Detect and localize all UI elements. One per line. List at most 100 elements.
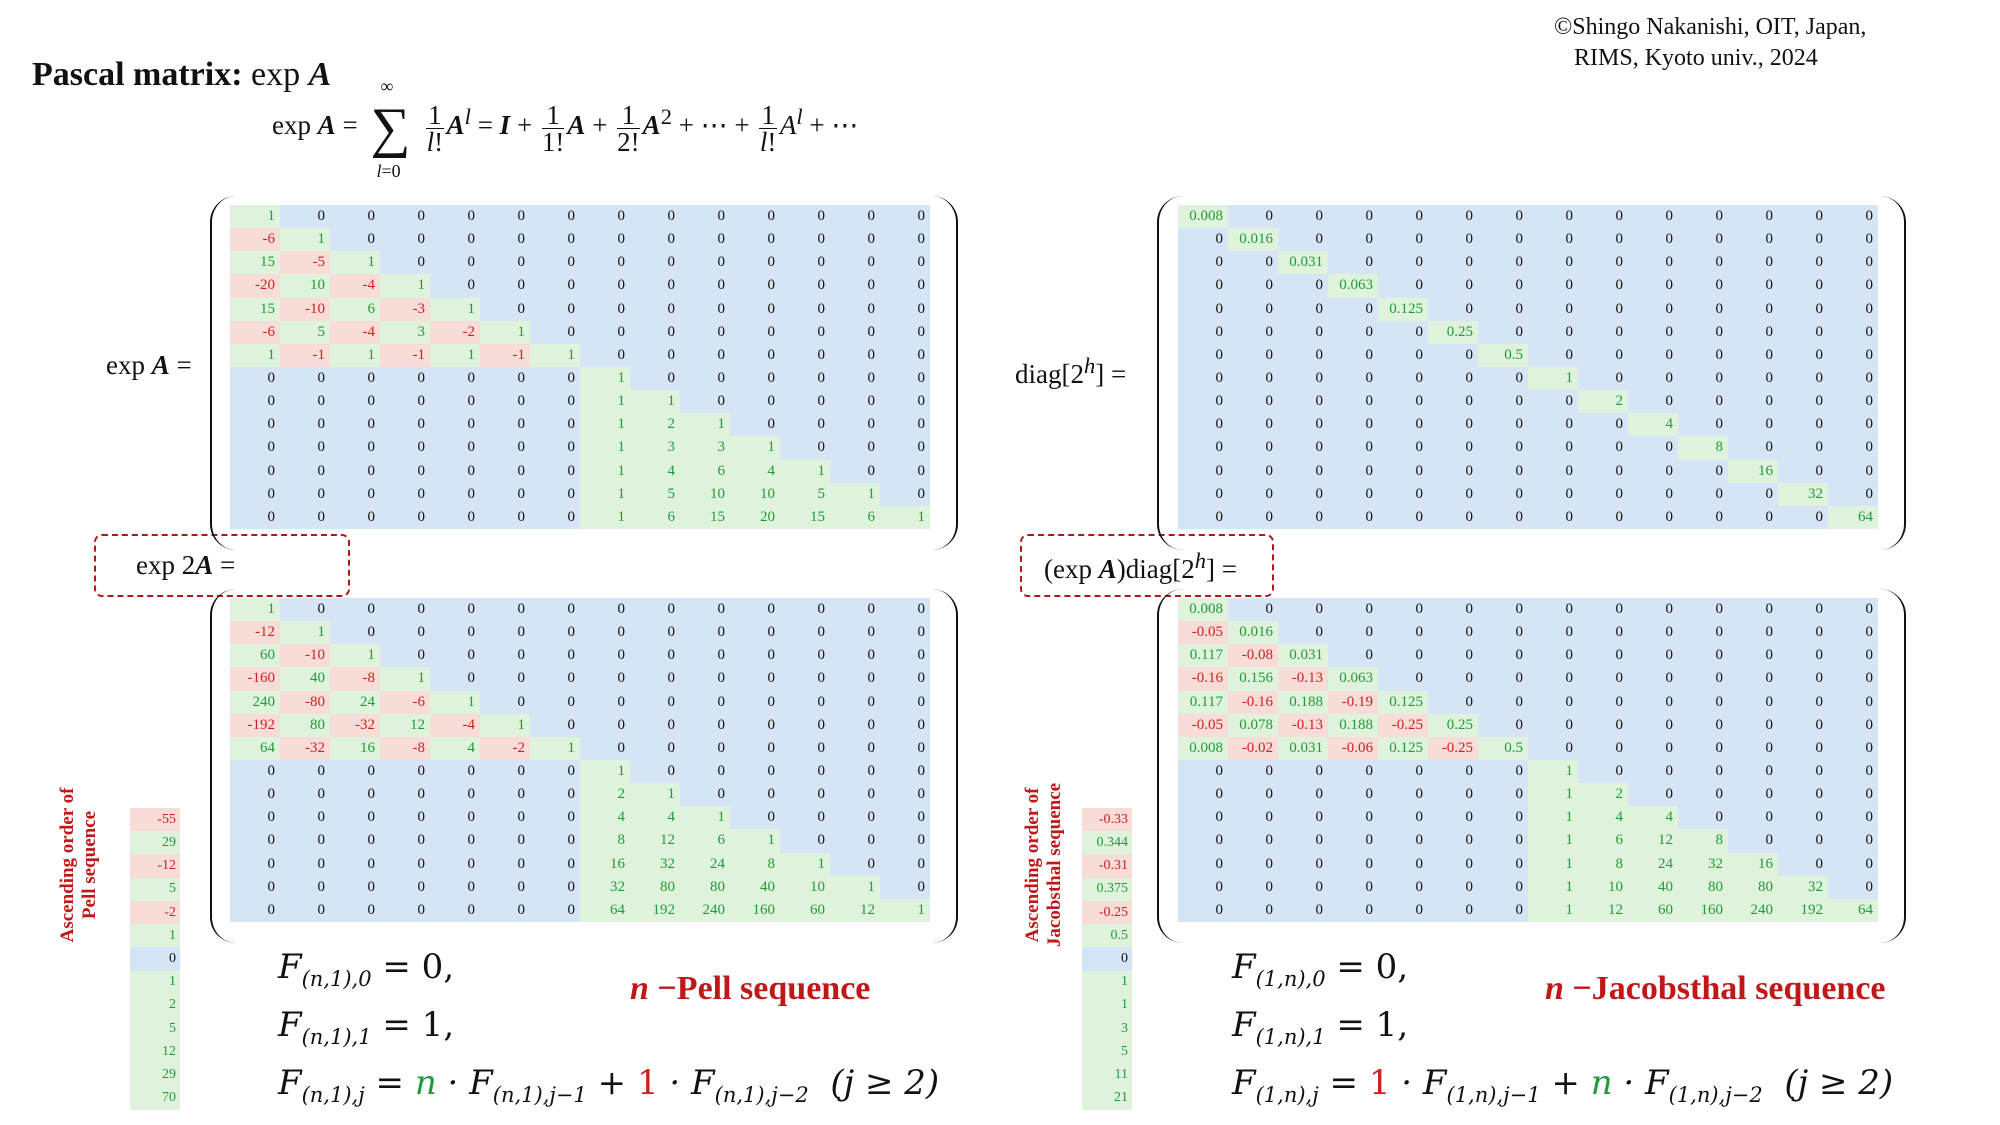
matrix-cell: 0 (730, 320, 780, 344)
matrix-cell: 0 (1378, 598, 1428, 622)
sequence-value: -2 (130, 900, 180, 925)
matrix-cell: 0 (1478, 713, 1528, 737)
matrix-cell: 0 (630, 644, 680, 668)
matrix-cell: 0 (530, 644, 580, 668)
matrix-cell: 0 (830, 228, 880, 252)
matrix-cell: 0 (1178, 274, 1228, 298)
matrix-cell: 0 (880, 598, 930, 622)
matrix-cell: 1 (530, 736, 580, 760)
matrix-cell: 0 (380, 205, 430, 229)
sequence-value: 1 (1082, 993, 1132, 1018)
matrix-cell: 0 (1428, 505, 1478, 529)
matrix-cell: 0 (530, 598, 580, 622)
matrix-cell: 0 (480, 251, 530, 275)
title-rest: exp (251, 56, 301, 93)
matrix-cell: 0 (1278, 759, 1328, 784)
matrix-cell: 0 (380, 852, 430, 876)
matrix-cell: 0 (1478, 783, 1528, 807)
matrix-cell: 0 (880, 713, 930, 737)
matrix-cell: 4 (430, 736, 480, 760)
matrix-cell: 0 (1728, 713, 1778, 737)
matrix-cell: 0 (380, 436, 430, 460)
matrix-cell: 0.008 (1178, 736, 1228, 760)
matrix-cell: 0 (330, 459, 380, 483)
matrix-cell: 0 (730, 644, 780, 668)
matrix-cell: 0 (680, 667, 730, 691)
matrix-cell: 60 (780, 898, 830, 922)
matrix-cell: 0 (430, 598, 480, 622)
matrix-cell: -10 (280, 297, 330, 321)
matrix-expAdiag: 0.008 0 0 0 0 0 0 0 0 0 0 0 0 0 -0.05 0.016 0 0 0 0 0 0 0 0 0 0 0 0… (1178, 598, 1878, 922)
matrix-cell: 0 (1828, 343, 1878, 367)
matrix-cell: 0 (1628, 690, 1678, 714)
matrix-cell: 0 (1828, 459, 1878, 483)
matrix-cell: 0 (330, 829, 380, 853)
matrix-cell: 0 (1328, 366, 1378, 391)
matrix-cell: 0 (1628, 297, 1678, 321)
sequence-value: 21 (1082, 1086, 1132, 1110)
matrix-cell: 64 (1828, 898, 1878, 922)
matrix-cell: 0 (480, 205, 530, 229)
sequence-value: 29 (130, 831, 180, 855)
matrix-cell: 1 (330, 343, 380, 367)
matrix-cell: 0 (1428, 366, 1478, 391)
matrix-cell: 0 (1728, 366, 1778, 391)
matrix-cell: 0 (380, 228, 430, 252)
matrix-cell: 0 (1728, 783, 1778, 807)
matrix-cell: 0 (880, 736, 930, 760)
matrix-cell: 0 (1378, 343, 1428, 367)
matrix-cell: 0 (1278, 898, 1328, 922)
matrix-cell: 0 (1578, 598, 1628, 622)
sequence-value: 11 (1082, 1063, 1132, 1087)
matrix-cell: 0 (1728, 251, 1778, 275)
matrix-cell: 0 (880, 205, 930, 229)
matrix-cell: 0.125 (1378, 736, 1428, 760)
matrix-cell: 0 (1228, 320, 1278, 344)
matrix-cell: 0 (1828, 713, 1878, 737)
matrix-cell: 0 (580, 274, 630, 298)
matrix-cell: 0 (1528, 644, 1578, 668)
matrix-cell: 5 (280, 320, 330, 344)
matrix-cell: 0 (530, 297, 580, 321)
matrix-cell: 0 (580, 713, 630, 737)
matrix-cell: 0 (1728, 505, 1778, 529)
matrix-cell: 0 (530, 829, 580, 853)
sequence-value: -0.31 (1082, 854, 1132, 878)
matrix-cell: 0 (1278, 274, 1328, 298)
matrix-cell: 0 (580, 736, 630, 760)
matrix-cell: 16 (580, 852, 630, 876)
matrix-cell: 0 (1328, 898, 1378, 922)
matrix-cell: 0 (230, 413, 280, 437)
matrix-cell: 0 (1478, 690, 1528, 714)
sequence-value: 0.344 (1082, 831, 1132, 855)
matrix-cell: 0 (480, 806, 530, 830)
matrix-cell: 0 (430, 667, 480, 691)
matrix-cell: 0 (1478, 366, 1528, 391)
matrix-cell: 0 (1428, 228, 1478, 252)
matrix-cell: 0 (1728, 690, 1778, 714)
matrix-cell: 0 (1528, 598, 1578, 622)
matrix-cell: 40 (730, 875, 780, 899)
matrix-cell: 0 (530, 852, 580, 876)
matrix-cell: 0 (1828, 783, 1878, 807)
matrix-cell: 0 (780, 829, 830, 853)
matrix-cell: 0 (1528, 436, 1578, 460)
matrix-cell: 0 (1228, 274, 1278, 298)
matrix-cell: 1 (430, 343, 480, 367)
matrix-cell: 0 (1628, 228, 1678, 252)
matrix-cell: 0 (1428, 390, 1478, 414)
matrix-cell: 1 (830, 875, 880, 899)
matrix-cell: 0 (680, 598, 730, 622)
matrix-cell: 0 (330, 366, 380, 391)
matrix-cell: 0 (1778, 459, 1828, 483)
jacobsthal-sequence-name: n −Jacobsthal sequence (1545, 970, 1886, 1007)
matrix-cell: 0 (280, 875, 330, 899)
label-exp2A: exp 2A = (136, 550, 236, 580)
matrix-cell: 0.117 (1178, 690, 1228, 714)
matrix-cell: 0 (1678, 390, 1728, 414)
matrix-cell: 0 (1278, 505, 1328, 529)
matrix-cell: 0.125 (1378, 690, 1428, 714)
matrix-cell: 0 (780, 343, 830, 367)
matrix-cell: 0 (1528, 228, 1578, 252)
matrix-cell: 0 (1378, 875, 1428, 899)
